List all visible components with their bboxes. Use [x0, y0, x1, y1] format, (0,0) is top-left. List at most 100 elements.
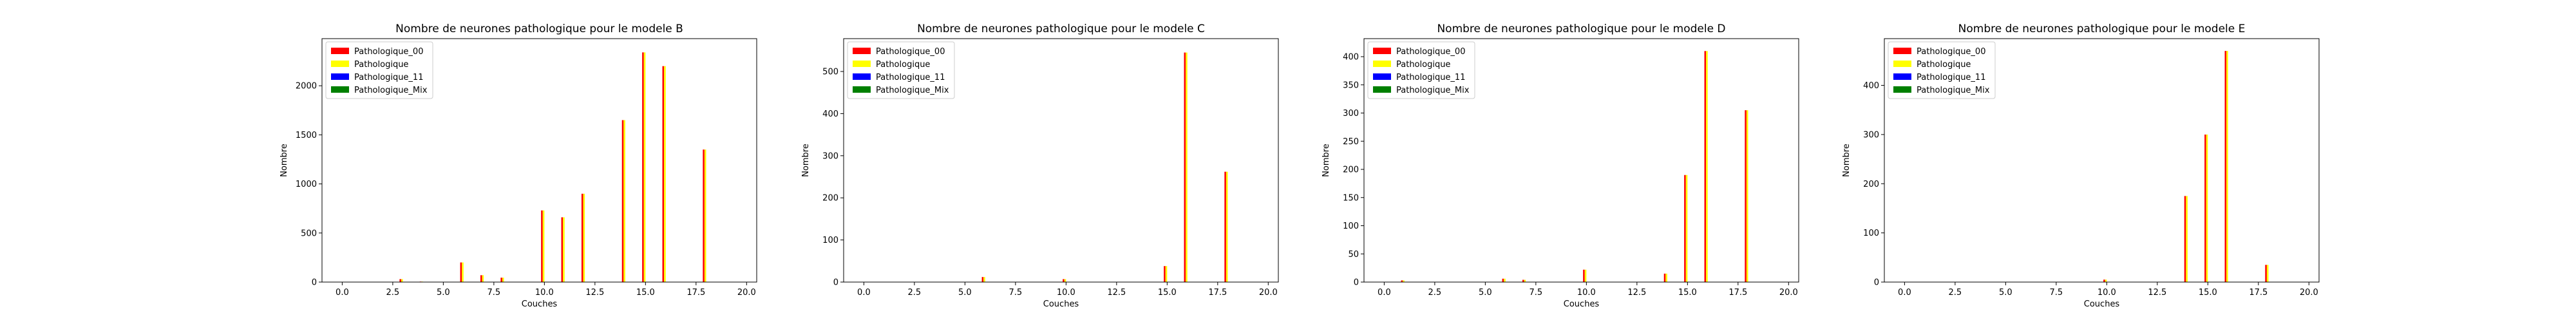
- chart-panel: 0.0 2.5 5.0 7.5 10.0 12.5 15.0 17.5 20.0 0 100 200 3…: [1842, 23, 2320, 309]
- y-axis-label: Nombre: [279, 144, 289, 177]
- bar: [583, 193, 585, 282]
- x-tick-label: 10.0: [1577, 288, 1596, 298]
- bar: [502, 278, 504, 282]
- legend-swatch: [1373, 73, 1391, 80]
- x-tick-label: 7.5: [1009, 288, 1023, 298]
- legend-swatch: [853, 86, 871, 93]
- legend-label: Pathologique_00: [1917, 47, 1985, 57]
- bar: [1226, 171, 1228, 282]
- x-axis-label: Couches: [522, 299, 558, 309]
- legend-swatch: [1373, 48, 1391, 54]
- bar: [1524, 279, 1526, 282]
- plot-frame: [843, 38, 1279, 283]
- y-tick-label: 1500: [296, 131, 317, 140]
- legend-label: Pathologique_Mix: [876, 86, 949, 95]
- legend: Pathologique_00 Pathologique Pathologique_…: [847, 41, 955, 99]
- legend-label: Pathologique_Mix: [354, 86, 428, 95]
- chart-panel: 0.0 2.5 5.0 7.5 10.0 12.5 15.0 17.5 20.0 0 50 100 15…: [1321, 23, 1799, 309]
- bar: [2103, 279, 2105, 282]
- legend: Pathologique_00 Pathologique Pathologique_…: [325, 41, 433, 99]
- x-tick-label: 17.5: [687, 288, 705, 298]
- y-tick-label: 500: [822, 68, 838, 77]
- bar: [1704, 51, 1707, 282]
- y-tick-label: 400: [1863, 81, 1879, 91]
- bar: [1504, 278, 1506, 282]
- bar: [460, 262, 462, 282]
- chart-panel: 0.0 2.5 5.0 7.5 10.0 12.5 15.0 17.5 20.0 0 500 1000…: [279, 23, 757, 309]
- y-tick-label: 400: [1343, 53, 1359, 62]
- x-tick-label: 20.0: [1779, 288, 1798, 298]
- legend-box: [847, 41, 955, 99]
- y-tick-label: 350: [1343, 80, 1359, 90]
- legend-label: Pathologique_11: [1917, 73, 1985, 82]
- x-tick-label: 20.0: [2300, 288, 2318, 298]
- x-tick-label: 7.5: [488, 288, 501, 298]
- x-tick-label: 17.5: [1208, 288, 1227, 298]
- y-tick-label: 150: [1343, 193, 1359, 203]
- x-tick-label: 2.5: [1428, 288, 1442, 298]
- y-tick-label: 200: [822, 194, 838, 204]
- legend-label: Pathologique_11: [876, 73, 945, 82]
- y-tick-label: 200: [1343, 166, 1359, 175]
- x-tick-label: 5.0: [437, 288, 450, 298]
- legend: Pathologique_00 Pathologique Pathologique_…: [1367, 41, 1475, 99]
- legend-box: [325, 41, 433, 99]
- x-tick-label: 7.5: [2050, 288, 2063, 298]
- bar: [662, 66, 665, 283]
- bar: [1684, 175, 1686, 282]
- y-tick-label: 0: [833, 278, 838, 288]
- bar: [2266, 265, 2269, 282]
- legend-swatch: [331, 86, 349, 93]
- legend-swatch: [853, 61, 871, 67]
- x-tick-label: 20.0: [737, 288, 756, 298]
- bar: [1064, 279, 1066, 282]
- bar: [2105, 279, 2107, 282]
- y-tick-label: 1000: [296, 180, 317, 189]
- bar: [664, 66, 666, 283]
- legend-swatch: [331, 48, 349, 54]
- y-tick-label: 300: [822, 151, 838, 161]
- bar: [542, 210, 545, 282]
- bar: [1063, 279, 1065, 282]
- bar: [1164, 266, 1166, 282]
- x-tick-label: 10.0: [2098, 288, 2116, 298]
- bar: [1583, 269, 1585, 282]
- x-tick-label: 17.5: [1728, 288, 1747, 298]
- bar: [983, 277, 985, 282]
- y-axis-label: Nombre: [1321, 144, 1331, 177]
- x-tick-label: 12.5: [1107, 288, 1126, 298]
- chart-title: Nombre de neurones pathologique pour le …: [1958, 23, 2246, 35]
- y-axis-label: Nombre: [1842, 144, 1852, 177]
- x-tick-label: 5.0: [1999, 288, 2012, 298]
- bar: [541, 210, 543, 282]
- legend-swatch: [1893, 73, 1911, 80]
- bar: [2206, 134, 2208, 282]
- bar: [1186, 52, 1188, 282]
- bar: [563, 217, 565, 282]
- bar: [1663, 273, 1666, 283]
- bar: [2265, 265, 2267, 282]
- legend-swatch: [1373, 61, 1391, 67]
- bar: [1165, 266, 1168, 282]
- bar: [581, 193, 583, 282]
- y-tick-label: 100: [1863, 229, 1879, 238]
- bar: [2226, 51, 2228, 282]
- legend-label: Pathologique_Mix: [1396, 86, 1470, 95]
- x-tick-label: 7.5: [1530, 288, 1543, 298]
- x-tick-label: 5.0: [958, 288, 972, 298]
- legend-label: Pathologique_Mix: [1917, 86, 1990, 95]
- bar: [1584, 269, 1587, 282]
- bar: [623, 120, 625, 282]
- x-tick-label: 0.0: [1898, 288, 1911, 298]
- x-tick-label: 5.0: [1479, 288, 1492, 298]
- x-axis-label: Couches: [1564, 299, 1600, 309]
- legend-swatch: [1893, 61, 1911, 67]
- y-tick-label: 0: [1354, 278, 1359, 288]
- bar: [1403, 280, 1405, 283]
- chart-title: Nombre de neurones pathologique pour le …: [917, 23, 1205, 35]
- legend-label: Pathologique_11: [354, 73, 423, 82]
- x-tick-label: 15.0: [1678, 288, 1697, 298]
- bar: [482, 275, 484, 282]
- legend-swatch: [1893, 86, 1911, 93]
- bar: [401, 279, 403, 282]
